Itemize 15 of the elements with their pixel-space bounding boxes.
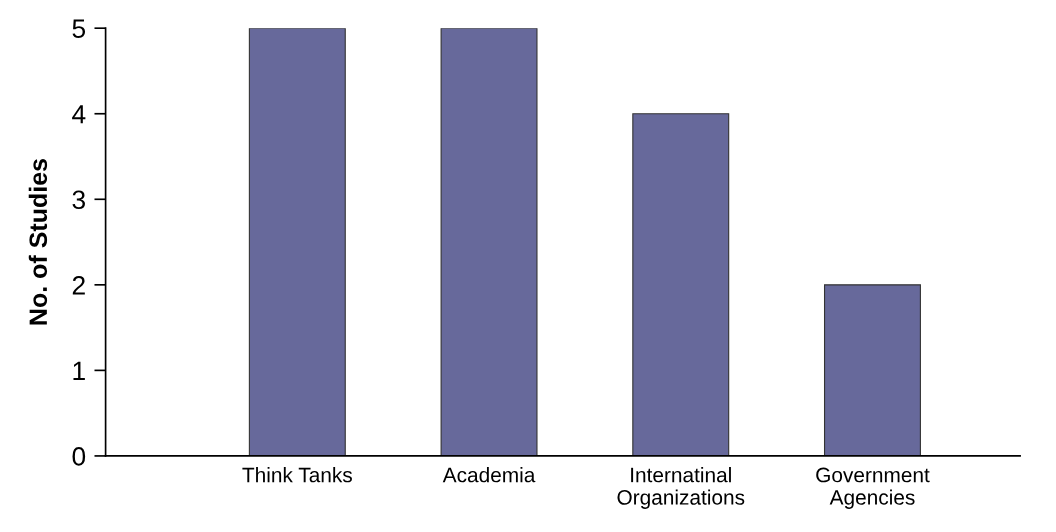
x-tick-label: Think Tanks [242, 467, 352, 483]
bar [440, 28, 538, 456]
x-tick-label: Internatinal Organizations [617, 467, 745, 509]
x-tick-label: Government Agencies [816, 467, 930, 509]
y-tick-label: 2 [72, 275, 85, 295]
y-tick-label: 5 [72, 19, 86, 39]
y-tick-label: 4 [72, 105, 86, 124]
bar [823, 284, 921, 456]
bar [248, 28, 346, 456]
y-axis-title: No. of Studies [28, 159, 48, 325]
x-tick-label: Academia [442, 467, 536, 483]
y-tick-label: 1 [73, 361, 85, 380]
y-tick-label: 3 [72, 190, 85, 210]
bar [632, 113, 730, 456]
y-tick-label: 0 [72, 447, 86, 466]
